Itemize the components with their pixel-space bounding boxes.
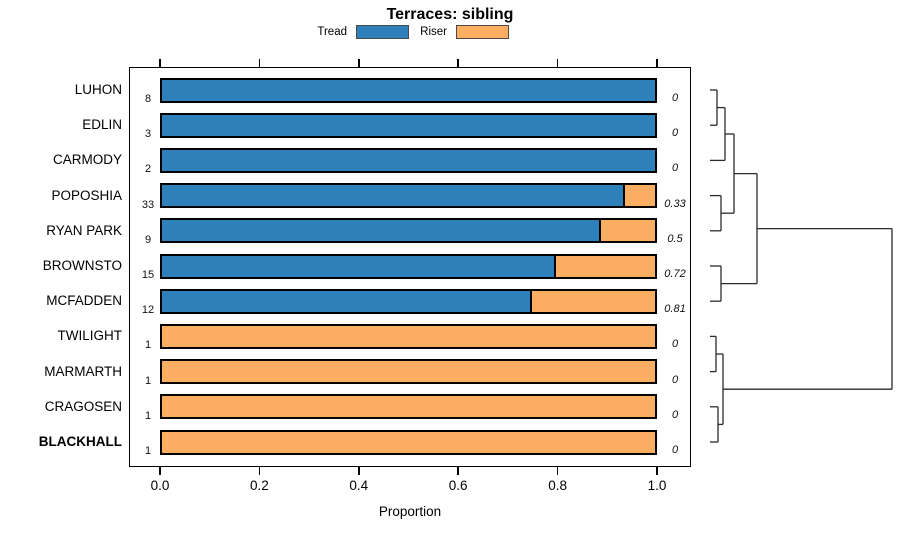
x-axis-tick-label: 0.0 (150, 478, 170, 493)
category-label: CARMODY (52, 152, 122, 168)
category-label: MCFADDEN (46, 293, 122, 309)
x-axis-tick-bottom (556, 467, 559, 475)
stacked-bar (160, 112, 657, 138)
n-value: 2 (144, 163, 152, 176)
tread-segment (162, 290, 532, 312)
x-axis-tick-bottom (159, 467, 161, 475)
x-axis-tick-bottom (258, 467, 261, 475)
stacked-bar (160, 394, 657, 420)
n-value: 1 (144, 445, 152, 457)
category-label: MARMARTH (44, 363, 122, 379)
h-value: 0 (671, 162, 679, 175)
x-axis-tick-top (457, 59, 459, 67)
x-axis-tick-bottom (457, 467, 459, 475)
n-value: 12 (141, 304, 155, 317)
stacked-bar (160, 359, 657, 385)
x-axis-tick-top (159, 59, 161, 67)
stacked-bar (160, 253, 657, 279)
h-value: 0 (671, 444, 679, 456)
stacked-bar (160, 323, 657, 349)
stacked-bar (160, 288, 657, 314)
n-value: 15 (141, 269, 155, 281)
x-axis-title: Proportion (378, 504, 442, 519)
n-value: 9 (144, 233, 152, 246)
category-label: LUHON (74, 82, 122, 97)
legend-swatch-riser (456, 25, 509, 39)
chart-title: Terraces: sibling (386, 6, 514, 23)
category-label: TWILIGHT (57, 328, 123, 344)
tread-segment (162, 220, 601, 242)
n-value: 33 (141, 198, 155, 211)
h-value: 0 (671, 338, 679, 351)
x-axis-tick-top (358, 59, 360, 67)
n-value: 1 (144, 339, 152, 352)
tread-segment (162, 149, 655, 171)
tread-segment (162, 255, 557, 277)
stacked-bar (160, 218, 657, 244)
x-axis-tick-bottom (656, 467, 658, 475)
x-axis-tick-bottom (358, 467, 360, 475)
h-value: 0 (671, 92, 679, 104)
x-axis-tick-label: 0.2 (250, 478, 269, 493)
tread-segment (162, 114, 655, 136)
x-axis-tick-top (556, 59, 559, 67)
n-value: 8 (144, 93, 152, 105)
category-label: RYAN PARK (46, 222, 122, 238)
h-value: 0 (671, 127, 679, 140)
stacked-bar (160, 77, 657, 103)
h-value: 0 (671, 373, 679, 386)
h-value: 0.33 (664, 197, 686, 210)
n-value: 1 (144, 409, 152, 422)
x-axis-tick-label: 0.6 (448, 478, 468, 493)
h-value: 0.72 (664, 268, 686, 280)
tread-segment (162, 79, 655, 101)
category-label: EDLIN (82, 117, 122, 133)
x-axis-tick-label: 0.4 (349, 478, 369, 493)
h-value: 0.81 (664, 303, 686, 316)
stacked-bar (160, 147, 657, 173)
x-axis-tick-label: 0.8 (548, 478, 567, 493)
category-label: POPOSHIA (51, 187, 122, 203)
legend-label-tread: Tread (317, 26, 347, 38)
stacked-bar (160, 429, 657, 455)
x-axis-tick-label: 1.0 (647, 478, 667, 493)
n-value: 1 (144, 374, 152, 387)
stacked-bar (160, 183, 657, 209)
x-axis-tick-top (258, 59, 261, 67)
x-axis-tick-top (656, 59, 658, 67)
n-value: 3 (144, 128, 152, 141)
category-label: BROWNSTO (42, 258, 122, 273)
category-label: CRAGOSEN (44, 398, 122, 414)
h-value: 0.5 (667, 232, 683, 245)
category-label: BLACKHALL (38, 434, 122, 449)
legend-label-riser: Riser (420, 26, 447, 38)
h-value: 0 (671, 408, 679, 421)
legend-swatch-tread (356, 25, 409, 39)
tread-segment (162, 185, 626, 207)
